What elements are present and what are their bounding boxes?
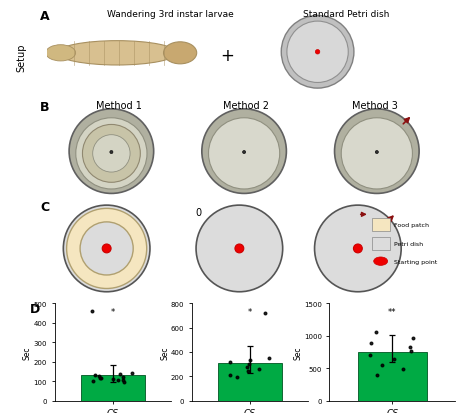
Text: **: ** bbox=[388, 307, 396, 316]
Circle shape bbox=[66, 209, 147, 289]
Point bbox=[95, 373, 102, 380]
Point bbox=[399, 366, 407, 373]
Text: B: B bbox=[40, 101, 50, 114]
Point bbox=[119, 376, 127, 383]
Text: *: * bbox=[248, 307, 252, 316]
Point bbox=[390, 356, 398, 363]
Point bbox=[366, 352, 374, 358]
Text: D: D bbox=[30, 302, 40, 315]
Text: Setup: Setup bbox=[16, 44, 27, 72]
Point bbox=[109, 376, 116, 382]
Circle shape bbox=[64, 206, 150, 292]
Point bbox=[245, 368, 252, 375]
Circle shape bbox=[375, 151, 378, 154]
Point bbox=[226, 359, 234, 366]
Text: Method 1: Method 1 bbox=[96, 101, 141, 111]
Text: *: * bbox=[110, 307, 115, 316]
Y-axis label: Sec: Sec bbox=[293, 345, 302, 359]
Circle shape bbox=[341, 119, 412, 190]
Point bbox=[117, 371, 124, 378]
Text: Method 3: Method 3 bbox=[352, 101, 397, 111]
Point bbox=[89, 378, 96, 385]
Text: Wandering 3rd instar larvae: Wandering 3rd instar larvae bbox=[107, 10, 234, 19]
Circle shape bbox=[235, 244, 244, 253]
Point bbox=[407, 344, 414, 351]
Text: Starting point: Starting point bbox=[393, 259, 437, 264]
Point bbox=[226, 372, 234, 378]
Point bbox=[373, 372, 381, 379]
Circle shape bbox=[354, 244, 362, 253]
Point bbox=[407, 348, 415, 355]
Circle shape bbox=[202, 109, 286, 194]
Point bbox=[96, 375, 104, 381]
Point bbox=[128, 370, 135, 377]
Point bbox=[372, 329, 380, 335]
Text: 0: 0 bbox=[195, 208, 201, 218]
Circle shape bbox=[196, 206, 283, 292]
Y-axis label: Sec: Sec bbox=[23, 345, 32, 359]
Circle shape bbox=[374, 257, 388, 266]
Circle shape bbox=[110, 151, 113, 154]
Circle shape bbox=[281, 17, 354, 89]
Ellipse shape bbox=[57, 42, 177, 66]
Circle shape bbox=[93, 135, 130, 173]
Circle shape bbox=[209, 119, 280, 190]
Circle shape bbox=[243, 151, 246, 154]
Bar bbox=[81, 375, 145, 401]
Text: Standard Petri dish: Standard Petri dish bbox=[303, 10, 389, 19]
Ellipse shape bbox=[164, 43, 197, 65]
Text: C: C bbox=[40, 200, 49, 213]
Point bbox=[97, 375, 105, 382]
Circle shape bbox=[102, 244, 111, 253]
Point bbox=[378, 362, 385, 368]
Text: Food patch: Food patch bbox=[393, 223, 428, 228]
Point bbox=[367, 340, 375, 347]
Circle shape bbox=[80, 222, 133, 275]
Text: +: + bbox=[220, 47, 235, 65]
Y-axis label: Sec: Sec bbox=[160, 345, 169, 359]
Circle shape bbox=[287, 22, 348, 83]
Circle shape bbox=[82, 125, 140, 183]
Point bbox=[261, 310, 268, 316]
Text: A: A bbox=[40, 10, 50, 23]
Point bbox=[119, 374, 127, 381]
Circle shape bbox=[76, 119, 147, 190]
Point bbox=[120, 379, 128, 385]
Bar bbox=[372, 237, 390, 250]
Point bbox=[233, 374, 240, 380]
Point bbox=[243, 363, 250, 370]
Point bbox=[246, 361, 253, 368]
Text: Petri dish: Petri dish bbox=[393, 241, 423, 246]
Circle shape bbox=[335, 109, 419, 194]
Text: Method 2: Method 2 bbox=[223, 101, 270, 111]
Point bbox=[255, 366, 263, 373]
Ellipse shape bbox=[46, 45, 76, 62]
Bar bbox=[218, 363, 282, 401]
Point bbox=[409, 335, 417, 341]
Circle shape bbox=[315, 50, 320, 55]
Point bbox=[91, 372, 99, 379]
Point bbox=[114, 377, 122, 384]
Bar bbox=[358, 352, 427, 401]
Point bbox=[246, 357, 253, 364]
Circle shape bbox=[69, 109, 154, 194]
Bar bbox=[372, 218, 390, 232]
Point bbox=[88, 308, 96, 315]
Point bbox=[264, 355, 272, 361]
Circle shape bbox=[315, 206, 401, 292]
